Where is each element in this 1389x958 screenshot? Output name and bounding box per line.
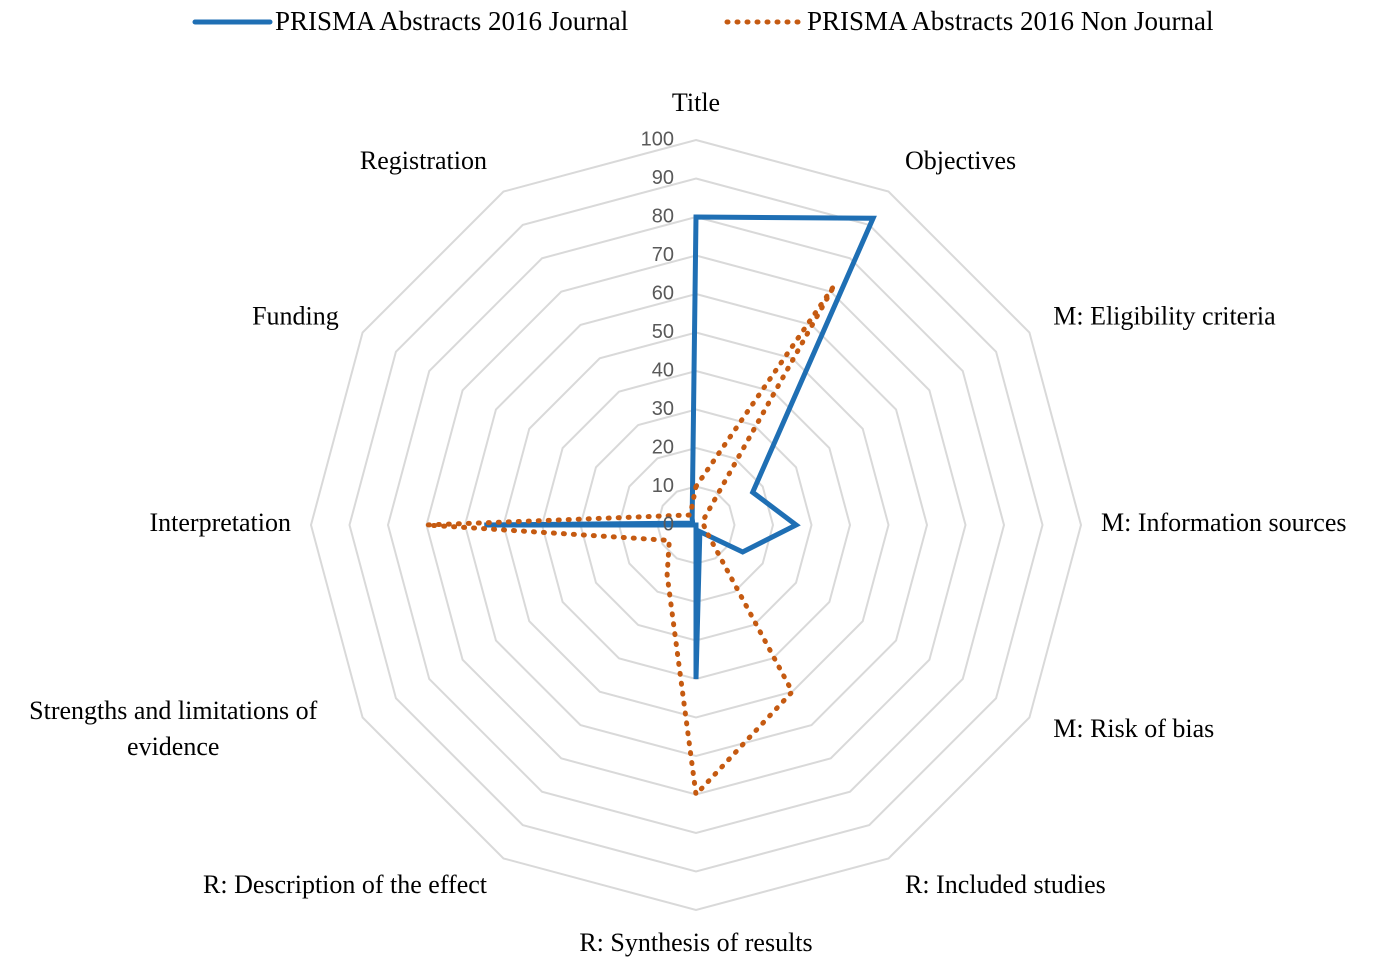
category-label: R: Synthesis of results	[579, 928, 812, 957]
category-label: Interpretation	[150, 508, 292, 537]
legend-label: PRISMA Abstracts 2016 Journal	[275, 6, 628, 36]
tick-label: 40	[652, 359, 674, 381]
tick-label: 50	[652, 321, 674, 343]
category-label: M: Risk of bias	[1053, 714, 1214, 743]
tick-label: 60	[652, 282, 674, 304]
tick-label: 70	[652, 244, 674, 266]
grid-ring	[386, 215, 1006, 835]
tick-label: 100	[641, 128, 674, 150]
category-label: M: Eligibility criteria	[1053, 302, 1276, 331]
category-label-box: Strengths and limitations of evidence	[29, 696, 318, 762]
tick-label: 20	[652, 436, 674, 458]
category-label: R: Description of the effect	[203, 870, 488, 899]
tick-label: 10	[652, 475, 674, 497]
grid-ring	[502, 331, 890, 719]
series-line	[484, 214, 877, 680]
series-line	[426, 283, 837, 801]
tick-label: 80	[652, 205, 674, 227]
grid-ring	[463, 292, 929, 758]
tick-label: 30	[652, 398, 674, 420]
category-label: R: Included studies	[905, 870, 1106, 899]
category-label: Registration	[360, 146, 487, 175]
grid-ring	[309, 138, 1083, 912]
grid-ring	[348, 177, 1044, 873]
category-label: Title	[672, 88, 720, 117]
legend-label: PRISMA Abstracts 2016 Non Journal	[807, 6, 1214, 36]
tick-label: 90	[652, 167, 674, 189]
tick-label: 0	[663, 513, 674, 535]
category-label: Strengths and limitations of evidence	[29, 696, 318, 762]
category-label: M: Information sources	[1101, 508, 1347, 537]
category-label: Funding	[252, 302, 339, 331]
category-label: Objectives	[905, 146, 1016, 175]
